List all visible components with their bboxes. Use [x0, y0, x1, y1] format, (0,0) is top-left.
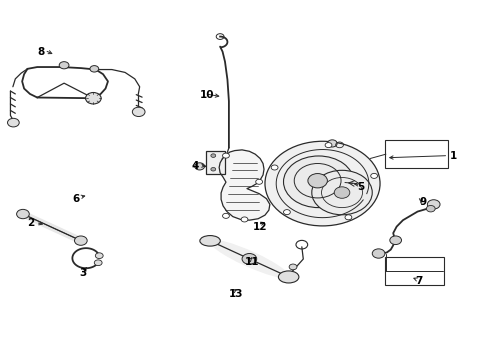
FancyBboxPatch shape	[384, 140, 447, 168]
Text: 12: 12	[253, 222, 267, 231]
Circle shape	[7, 118, 19, 127]
Polygon shape	[219, 150, 269, 220]
Circle shape	[74, 236, 87, 245]
Circle shape	[370, 174, 377, 179]
Circle shape	[132, 107, 145, 117]
Circle shape	[222, 153, 229, 158]
Circle shape	[255, 179, 262, 184]
Ellipse shape	[209, 240, 288, 278]
Circle shape	[194, 163, 204, 170]
FancyBboxPatch shape	[384, 257, 444, 285]
Circle shape	[283, 210, 290, 215]
Text: 7: 7	[414, 276, 422, 286]
Ellipse shape	[278, 271, 298, 283]
Circle shape	[210, 167, 215, 171]
Text: 11: 11	[244, 257, 259, 267]
Circle shape	[95, 253, 103, 258]
Circle shape	[371, 249, 384, 258]
Circle shape	[241, 217, 247, 222]
Text: 8: 8	[37, 46, 44, 57]
Circle shape	[283, 156, 353, 208]
Circle shape	[17, 210, 29, 219]
Text: 3: 3	[80, 268, 87, 278]
Circle shape	[210, 154, 215, 157]
Circle shape	[85, 93, 101, 104]
Ellipse shape	[200, 235, 220, 246]
Circle shape	[325, 143, 331, 148]
FancyBboxPatch shape	[206, 151, 224, 174]
Text: 9: 9	[418, 197, 426, 207]
Circle shape	[345, 215, 351, 220]
Circle shape	[288, 264, 296, 270]
Circle shape	[242, 253, 256, 264]
Circle shape	[426, 206, 434, 212]
Text: 5: 5	[357, 182, 364, 192]
Circle shape	[307, 174, 327, 188]
Circle shape	[311, 170, 371, 215]
Circle shape	[427, 200, 439, 209]
Circle shape	[94, 260, 102, 266]
Circle shape	[222, 213, 229, 219]
Circle shape	[389, 236, 401, 244]
Circle shape	[90, 66, 99, 72]
Text: 1: 1	[449, 150, 457, 161]
Text: 10: 10	[199, 90, 214, 100]
Text: 6: 6	[73, 194, 80, 204]
Text: 2: 2	[27, 218, 35, 228]
Circle shape	[327, 140, 336, 147]
Circle shape	[333, 187, 349, 198]
Circle shape	[264, 141, 379, 226]
Circle shape	[59, 62, 69, 69]
Circle shape	[271, 165, 278, 170]
Text: 13: 13	[228, 289, 243, 299]
Text: 4: 4	[191, 161, 199, 171]
